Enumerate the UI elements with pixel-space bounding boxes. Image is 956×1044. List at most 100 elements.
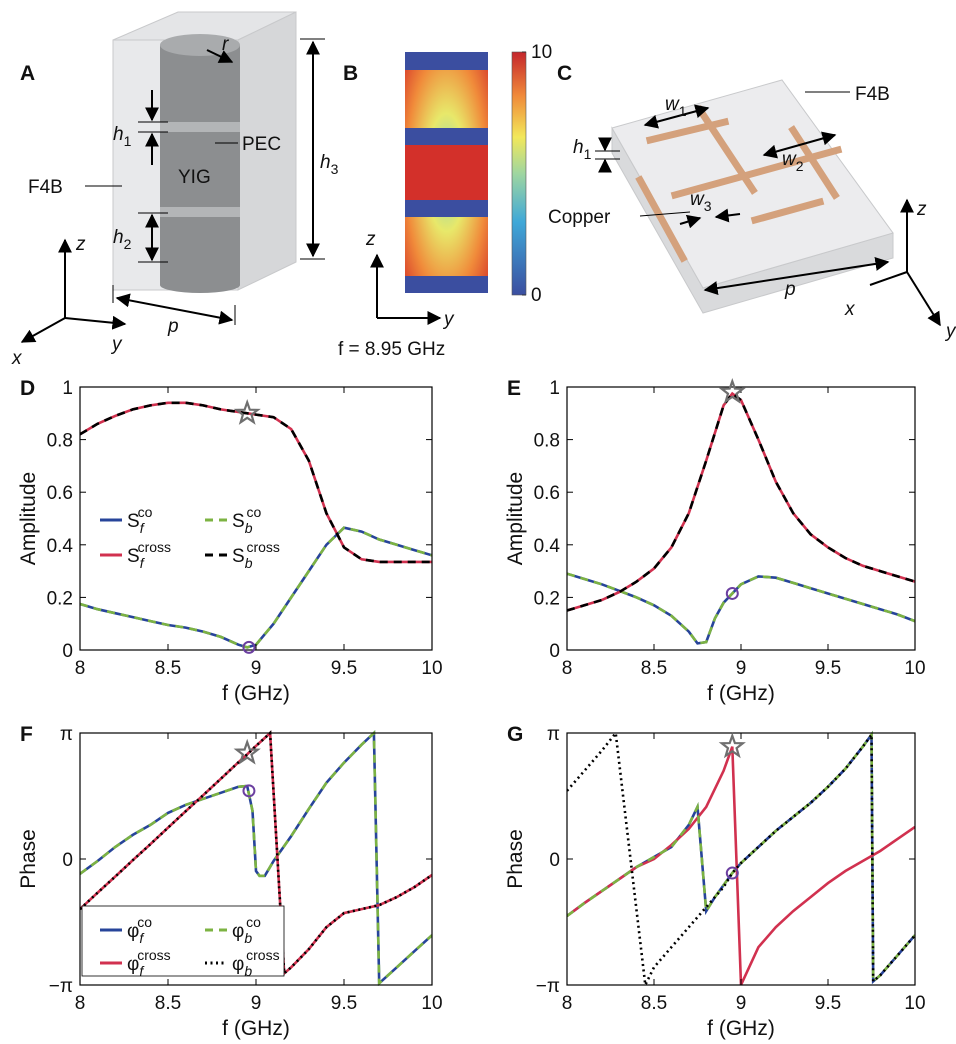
legend-entry: Sfco <box>127 504 153 536</box>
x-tick-label: 8.5 <box>641 658 667 679</box>
diagram-label: x <box>844 299 856 320</box>
text-part: f <box>140 555 146 571</box>
text-part: cross <box>138 539 171 555</box>
series-line <box>567 746 915 986</box>
plot-frame <box>79 732 433 986</box>
chart <box>80 730 432 987</box>
diagram-label: z <box>75 234 86 255</box>
x-tick-label: 8.5 <box>155 993 181 1014</box>
x-tick-label: 9 <box>251 993 262 1014</box>
plot-frame <box>79 386 433 651</box>
y-axis-label: Phase <box>504 829 527 889</box>
x-axis-label: f (GHz) <box>222 682 290 705</box>
text-part: co <box>138 504 153 520</box>
diagram-label: h2 <box>113 227 132 252</box>
text-part: b <box>244 930 252 946</box>
y-tick-label: 0.8 <box>47 431 73 452</box>
text-part: h <box>113 124 124 145</box>
y-axis-label: Phase <box>17 829 40 889</box>
series-line <box>80 401 432 564</box>
x-tick-label: 8 <box>75 993 86 1014</box>
x-tick-label: 8.5 <box>155 658 181 679</box>
y-tick-label: −π <box>536 976 560 997</box>
text-part: S <box>232 546 245 567</box>
diagram-label: w2 <box>782 149 804 174</box>
x-axis-label: f (GHz) <box>707 682 775 705</box>
diagram-label: x <box>11 348 23 369</box>
chart <box>567 391 915 645</box>
text-part: cross <box>246 539 279 555</box>
text-part: f <box>140 520 146 536</box>
panel-a-drawing <box>20 11 325 343</box>
x-tick-label: 8 <box>75 658 86 679</box>
legend-entry: φbcross <box>232 947 280 979</box>
y-tick-label: 0 <box>62 641 73 662</box>
y-tick-label: 0.6 <box>47 483 73 504</box>
diagram-label: F4B <box>28 177 63 198</box>
diagram-label: C <box>557 62 572 85</box>
text-part: w <box>690 189 705 210</box>
text-part: b <box>245 520 253 536</box>
text-part: 1 <box>124 133 132 149</box>
circle-marker <box>242 784 256 798</box>
series-line <box>567 730 915 988</box>
text-part: f <box>139 963 145 979</box>
x-tick-label: 9.5 <box>331 993 357 1014</box>
y-tick-label: 1 <box>62 378 73 399</box>
colorbar-tick-label: 0 <box>531 285 542 306</box>
text-part: S <box>232 511 245 532</box>
x-tick-label: 8.5 <box>641 993 667 1014</box>
text-part: 2 <box>124 236 132 252</box>
diagram-label: r <box>222 34 229 55</box>
text-part: h <box>320 152 331 173</box>
x-tick-label: 8 <box>562 658 573 679</box>
colorbar-tick-label: 10 <box>531 42 552 63</box>
text-part: b <box>245 555 253 571</box>
x-tick-label: 9 <box>736 658 747 679</box>
text-part: φ <box>127 921 139 942</box>
y-tick-label: 0 <box>62 850 73 871</box>
series-line <box>567 730 915 985</box>
series-line <box>567 730 915 985</box>
diagram-label: Copper <box>548 207 611 228</box>
text-part: co <box>137 914 152 930</box>
text-part: 3 <box>704 198 712 214</box>
y-tick-label: 0.8 <box>534 431 560 452</box>
diagram-label: z <box>365 229 376 250</box>
diagram-label: h1 <box>113 124 132 149</box>
legend-entry: Sfcross <box>127 539 171 571</box>
text-part: b <box>244 963 252 979</box>
diagram-label: h3 <box>320 152 339 177</box>
panel-b-drawing <box>370 51 527 325</box>
text-part: 3 <box>331 161 339 177</box>
legend-entry: φfcross <box>127 947 171 979</box>
star-marker <box>233 738 261 765</box>
series-line <box>567 391 915 612</box>
diagram-label: f = 8.95 GHz <box>338 339 445 360</box>
text-part: co <box>246 914 261 930</box>
diagram-label: p <box>167 316 179 337</box>
series-line <box>80 730 432 987</box>
text-part: w <box>782 149 797 170</box>
y-tick-label: π <box>60 724 73 745</box>
chart <box>567 730 915 988</box>
circle-marker <box>242 640 256 654</box>
diagram-label: YIG <box>178 167 211 188</box>
text-part: h <box>573 137 584 158</box>
diagram-label: h1 <box>573 137 592 162</box>
panel-label: E <box>507 377 521 400</box>
diagram-label: w1 <box>665 94 687 119</box>
text-part: 1 <box>584 146 592 162</box>
diagram-label: A <box>20 62 35 85</box>
series-line <box>567 572 915 645</box>
text-part: S <box>127 546 140 567</box>
text-part: cross <box>137 947 170 963</box>
legend-entry: φbco <box>232 914 261 946</box>
star-marker <box>233 398 261 425</box>
text-part: φ <box>232 921 244 942</box>
diagram-label: p <box>784 279 796 300</box>
series-line <box>80 730 432 976</box>
x-tick-label: 10 <box>904 993 925 1014</box>
diagram-label: B <box>343 62 358 85</box>
